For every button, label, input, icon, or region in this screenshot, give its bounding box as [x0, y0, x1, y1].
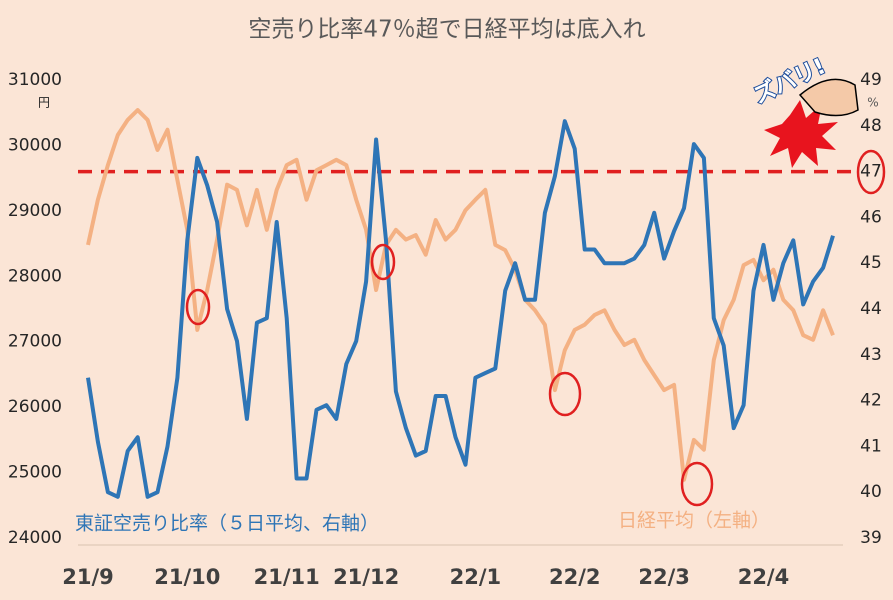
x-tick-label: 21/12 [333, 565, 399, 589]
chart-title: 空売り比率47％超で日経平均は底入れ [248, 17, 645, 43]
hand [798, 78, 859, 117]
highlight-circles [185, 149, 886, 507]
circle [856, 149, 886, 195]
y-tick-label: 31000 [8, 70, 62, 90]
y2-tick-label: 42 [860, 391, 882, 411]
circle [548, 371, 582, 417]
circle [185, 288, 211, 326]
circle [680, 461, 714, 507]
x-tick-label: 22/4 [738, 565, 790, 589]
burst [764, 100, 838, 168]
y-tick-label: 24000 [8, 528, 62, 548]
y-tick-label: 30000 [8, 135, 62, 155]
legend-label: 日経平均（左軸） [618, 510, 770, 532]
y2-tick-label: 47 [860, 162, 882, 182]
series-line [86, 108, 835, 482]
y2-tick-label: 43 [860, 345, 882, 365]
y-unit: 円 [38, 96, 50, 110]
plot-area: 24000 25000 26000 27000 28000 29000 30000 31000… [8, 70, 882, 589]
x-tick-label: 21/10 [154, 565, 220, 589]
y2-tick-label: 41 [860, 436, 882, 456]
series-line [86, 119, 835, 499]
x-tick-label: 21/9 [62, 565, 114, 589]
y-tick-label: 25000 [8, 463, 62, 483]
y2-unit: % [867, 96, 878, 110]
y2-tick-label: 48 [860, 116, 882, 136]
y2-tick-label: 45 [860, 253, 882, 273]
y2-tick-label: 49 [860, 70, 882, 90]
x-tick-label: 22/3 [638, 565, 690, 589]
y-tick-label: 26000 [8, 397, 62, 417]
y-tick-label: 28000 [8, 266, 62, 286]
x-tick-label: 22/2 [549, 565, 601, 589]
x-tick-label: 21/11 [254, 565, 320, 589]
y2-tick-label: 40 [860, 482, 882, 502]
x-tick-label: 22/1 [450, 565, 502, 589]
y-tick-label: 27000 [8, 332, 62, 352]
y2-tick-label: 44 [860, 299, 882, 319]
circle [370, 243, 396, 281]
y-tick-label: 29000 [8, 201, 62, 221]
y2-tick-label: 46 [860, 207, 882, 227]
y2-tick-label: 39 [860, 528, 882, 548]
legend-label: 東証空売り比率（５日平均、右軸） [75, 513, 379, 535]
